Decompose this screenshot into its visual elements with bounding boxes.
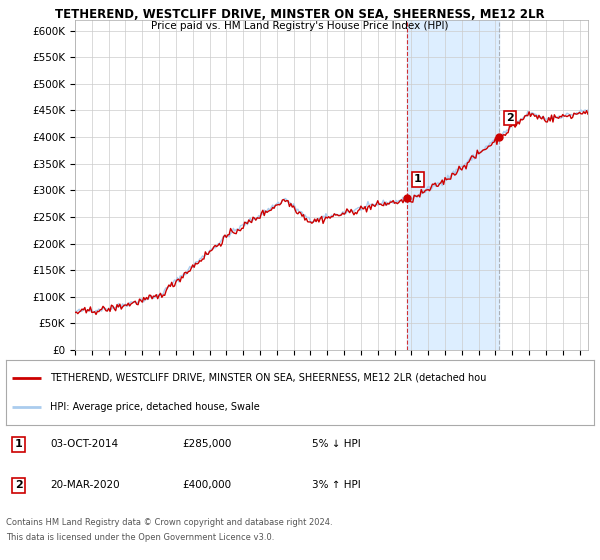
Text: 3% ↑ HPI: 3% ↑ HPI xyxy=(312,480,361,491)
Bar xyxy=(407,20,499,350)
Text: 20-MAR-2020: 20-MAR-2020 xyxy=(50,480,120,491)
Text: £400,000: £400,000 xyxy=(182,480,232,491)
Text: £285,000: £285,000 xyxy=(182,440,232,449)
Text: This data is licensed under the Open Government Licence v3.0.: This data is licensed under the Open Gov… xyxy=(6,533,274,542)
Text: 2: 2 xyxy=(15,480,23,491)
Text: 2: 2 xyxy=(506,113,514,123)
Text: 5% ↓ HPI: 5% ↓ HPI xyxy=(312,440,361,449)
Text: 03-OCT-2014: 03-OCT-2014 xyxy=(50,440,118,449)
Text: Contains HM Land Registry data © Crown copyright and database right 2024.: Contains HM Land Registry data © Crown c… xyxy=(6,518,332,527)
Text: HPI: Average price, detached house, Swale: HPI: Average price, detached house, Swal… xyxy=(50,403,260,413)
Text: TETHEREND, WESTCLIFF DRIVE, MINSTER ON SEA, SHEERNESS, ME12 2LR (detached hou: TETHEREND, WESTCLIFF DRIVE, MINSTER ON S… xyxy=(50,372,487,382)
Text: TETHEREND, WESTCLIFF DRIVE, MINSTER ON SEA, SHEERNESS, ME12 2LR: TETHEREND, WESTCLIFF DRIVE, MINSTER ON S… xyxy=(55,8,545,21)
Text: Price paid vs. HM Land Registry's House Price Index (HPI): Price paid vs. HM Land Registry's House … xyxy=(151,21,449,31)
Text: 1: 1 xyxy=(414,174,422,184)
Text: 1: 1 xyxy=(15,440,23,449)
